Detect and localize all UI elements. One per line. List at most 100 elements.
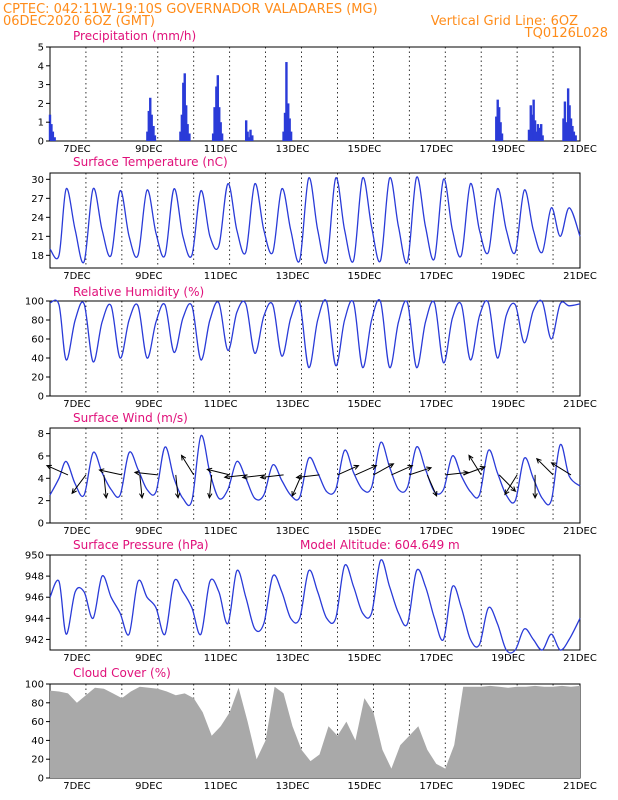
cloud-xtick-label: 17DEC xyxy=(419,781,453,792)
wind-arrow xyxy=(207,474,213,499)
wind-ytick-label: 8 xyxy=(38,429,44,440)
wind-xtick-label: 17DEC xyxy=(419,526,453,537)
cloud-ytick-label: 0 xyxy=(38,774,44,785)
precip-bar xyxy=(562,118,565,141)
wind-arrow xyxy=(391,464,414,476)
wind-xtick-label: 11DEC xyxy=(204,526,238,537)
precip-bar xyxy=(565,122,568,141)
precip-bar xyxy=(251,135,254,141)
precip-bar xyxy=(48,114,52,141)
temperature-panel: 18 21 24 27 30 7DEC 9DEC 11DEC 13DEC 15DEC 17DEC 19… xyxy=(31,172,597,282)
humidity-ytick-label: 80 xyxy=(31,316,44,327)
precip-xtick-label: 13DEC xyxy=(276,144,310,155)
cloud-xtick-label: 9DEC xyxy=(135,781,162,792)
pressure-xtick-label: 15DEC xyxy=(348,653,382,664)
precip-bar xyxy=(566,88,570,141)
pressure-xtick-label: 19DEC xyxy=(491,653,525,664)
wind-xtick-label: 7DEC xyxy=(63,526,90,537)
precip-bar xyxy=(247,137,251,141)
wind-arrow xyxy=(468,454,482,476)
precip-bar xyxy=(497,107,501,141)
temperature-ytick-label: 27 xyxy=(31,194,44,205)
wind-arrow xyxy=(174,474,181,499)
wind-arrow xyxy=(426,474,438,498)
temperature-xtick-label: 17DEC xyxy=(419,271,453,282)
precip-bar xyxy=(152,125,155,141)
wind-xtick-label: 19DEC xyxy=(491,526,525,537)
precip-bar xyxy=(538,127,541,141)
precip-bar xyxy=(50,124,53,141)
wind-arrow xyxy=(103,474,109,499)
temperature-xtick-label: 13DEC xyxy=(276,271,310,282)
wind-xtick-label: 9DEC xyxy=(135,526,162,537)
pressure-ytick-label: 944 xyxy=(25,614,44,625)
pressure-xtick-label: 17DEC xyxy=(419,653,453,664)
wind-title: Surface Wind (m/s) xyxy=(73,411,188,425)
precip-bar xyxy=(146,131,149,141)
precip-bar xyxy=(527,129,531,141)
header-station: CPTEC: 042:11W-19:10S GOVERNADOR VALADAR… xyxy=(3,2,378,17)
precip-bar xyxy=(180,114,184,141)
precip-ytick-label: 1 xyxy=(38,118,44,129)
precip-bar xyxy=(183,73,186,141)
wind-xtick-label: 13DEC xyxy=(276,526,310,537)
wind-arrow xyxy=(45,464,69,476)
wind-arrow xyxy=(337,464,360,476)
precip-xtick-label: 7DEC xyxy=(63,144,90,155)
temperature-ytick-label: 30 xyxy=(31,175,44,186)
wind-arrow xyxy=(259,474,284,480)
precip-bar xyxy=(188,133,191,141)
wind-arrow xyxy=(241,474,266,480)
wind-ytick-label: 4 xyxy=(38,474,44,485)
precip-bar xyxy=(249,129,252,141)
cloud-ytick-label: 80 xyxy=(31,698,44,709)
pressure-panel: 942 944 946 948 950 7DEC 9DEC 11DEC 13DEC 15DEC 17… xyxy=(25,551,597,665)
wind-arrow xyxy=(504,474,518,496)
temperature-ytick-label: 24 xyxy=(31,213,44,224)
precip-bar xyxy=(220,133,224,141)
cloud-ytick-label: 20 xyxy=(31,755,44,766)
precip-bar xyxy=(182,82,185,141)
precip-ytick-label: 3 xyxy=(38,80,44,91)
precip-bar xyxy=(147,110,151,141)
wind-arrow xyxy=(295,474,320,480)
cloud-xtick-label: 11DEC xyxy=(204,781,238,792)
precip-bar xyxy=(211,133,215,141)
precip-xtick-label: 11DEC xyxy=(204,144,238,155)
pressure-title: Surface Pressure (hPa) xyxy=(73,538,209,552)
humidity-ytick-label: 100 xyxy=(25,297,44,308)
precip-bar xyxy=(568,105,571,141)
wind-arrow xyxy=(223,474,248,480)
precip-bar xyxy=(216,75,220,141)
precip-ytick-label: 2 xyxy=(38,99,44,110)
precip-bar xyxy=(569,118,573,141)
wind-arrow xyxy=(133,470,158,476)
wind-arrow xyxy=(373,463,395,476)
temperature-line xyxy=(49,176,581,265)
header-model-code: TQ0126L028 xyxy=(524,26,608,41)
precip-xtick-label: 17DEC xyxy=(419,144,453,155)
wind-xtick-label: 15DEC xyxy=(348,526,382,537)
wind-arrow xyxy=(532,474,538,500)
cloud-ytick-label: 60 xyxy=(31,717,44,728)
precip-bar xyxy=(539,124,543,141)
precip-ytick-label: 5 xyxy=(38,43,44,54)
wind-panel: 0 2 4 6 8 7DEC 9DEC 11DEC 13DEC 15DEC 17DEC 19DEC 21… xyxy=(38,427,597,537)
temperature-title: Surface Temperature (nC) xyxy=(73,155,228,169)
precip-bar xyxy=(495,116,498,141)
precip-bar xyxy=(531,114,534,141)
wind-arrow xyxy=(98,468,123,476)
humidity-ytick-label: 60 xyxy=(31,335,44,346)
wind-arrow xyxy=(498,474,517,493)
precip-bar xyxy=(499,122,502,141)
precip-bar xyxy=(244,120,248,141)
precip-bar xyxy=(285,62,288,141)
wind-ytick-label: 0 xyxy=(38,519,44,530)
wind-ytick-label: 2 xyxy=(38,496,44,507)
precip-bar xyxy=(535,131,538,141)
wind-arrow xyxy=(206,467,230,476)
precip-bar xyxy=(149,97,152,141)
precip-bar xyxy=(496,99,499,141)
cloud-xtick-label: 21DEC xyxy=(563,781,597,792)
